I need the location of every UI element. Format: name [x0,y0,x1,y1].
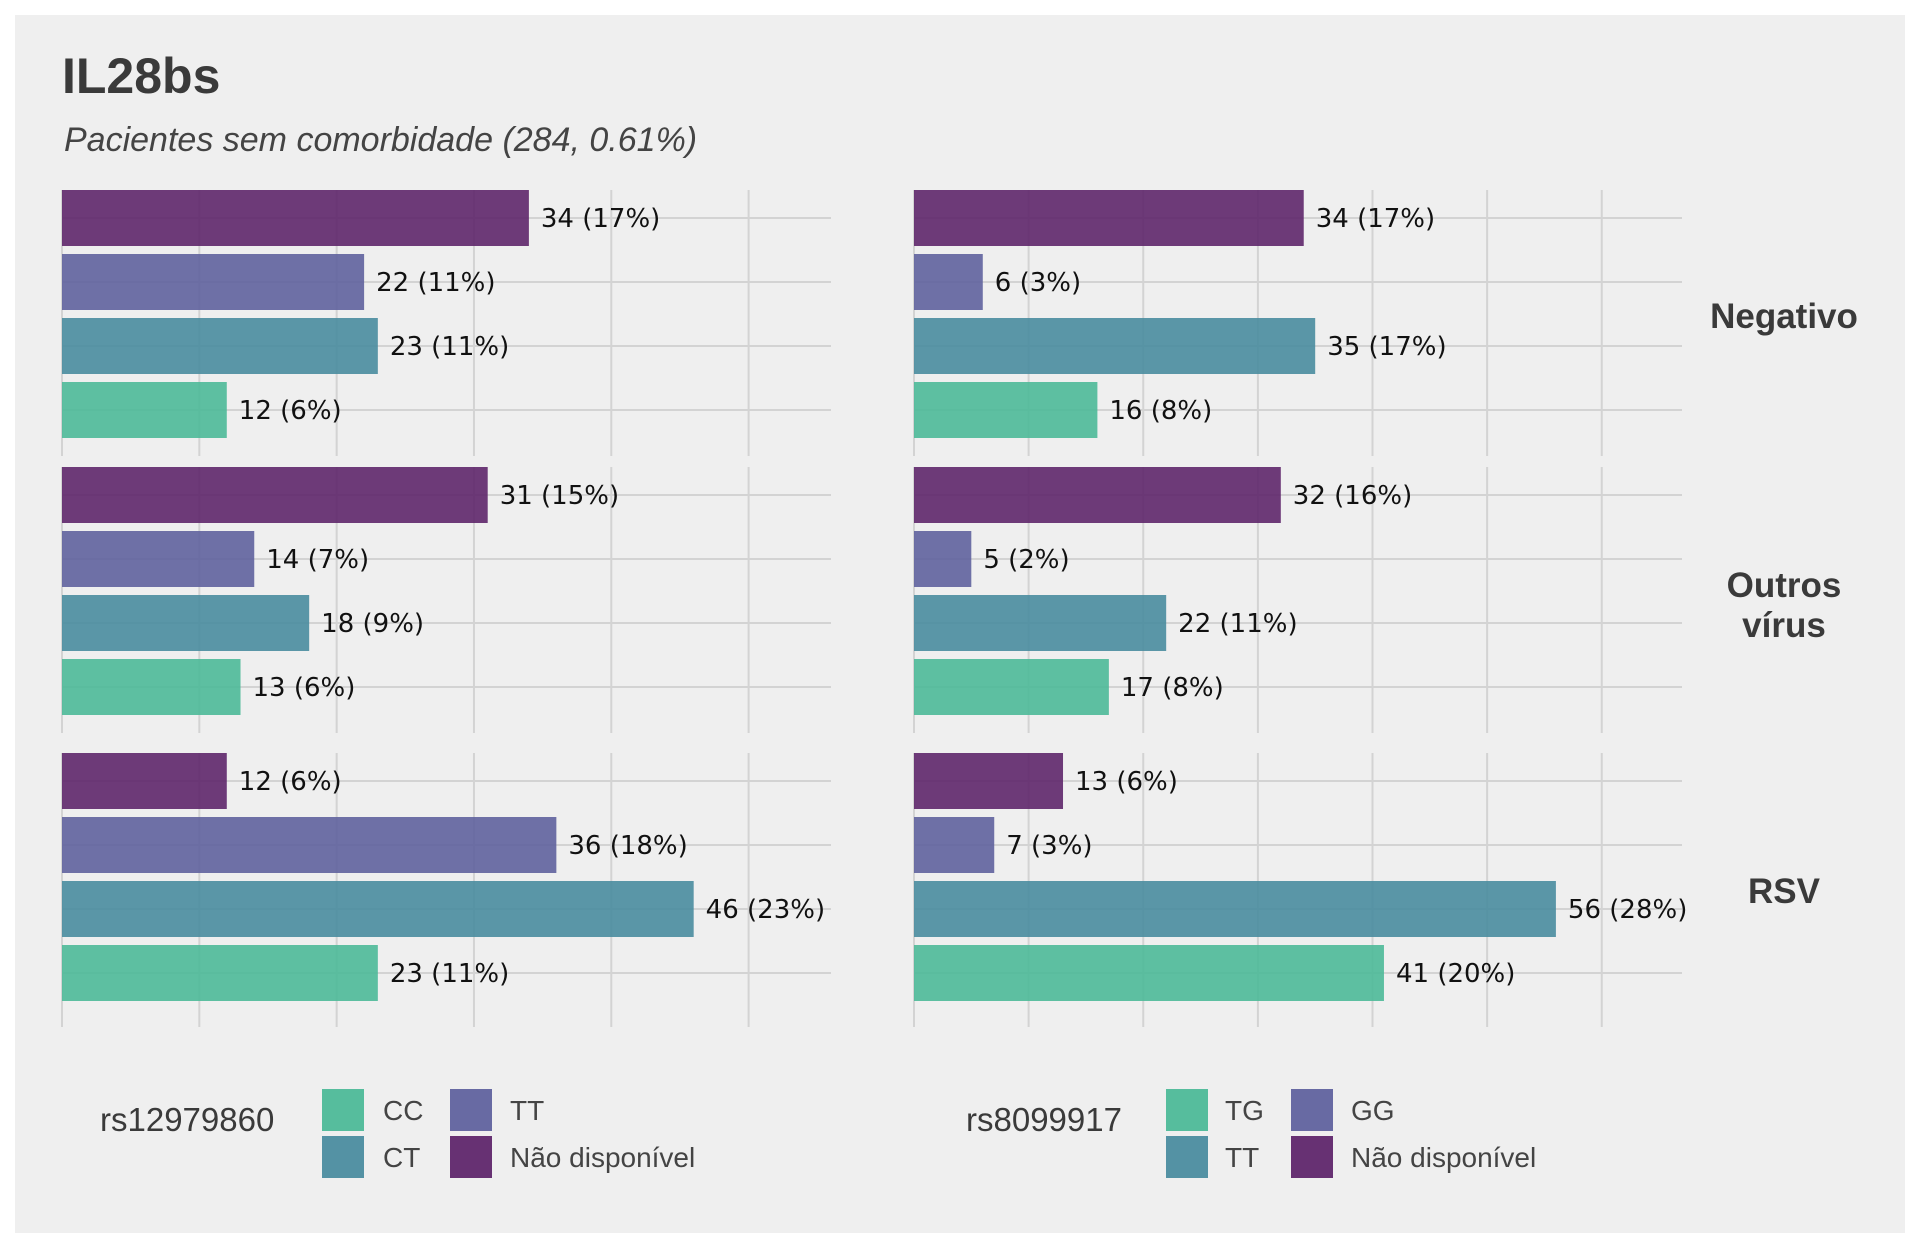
legend-swatch [450,1136,492,1178]
facet-strip-label: Outros [1727,566,1842,605]
legend-label: GG [1351,1095,1395,1126]
data-label: 13 (6%) [253,673,356,703]
bar-rs12979860-rsv-0 [62,753,227,809]
data-label: 46 (23%) [706,895,825,925]
bar-rs8099917-negativo-0 [914,190,1304,246]
data-label: 18 (9%) [321,609,424,639]
legend-label: TG [1225,1095,1264,1126]
bar-rs12979860-negativo-0 [62,190,529,246]
legend-title: rs8099917 [966,1101,1122,1138]
bar-rs12979860-rsv-3 [62,945,378,1001]
legend-title: rs12979860 [100,1101,274,1138]
legend-swatch [1291,1136,1333,1178]
bar-rs12979860-rsv-2 [62,881,694,937]
chart-title: IL28bs [62,48,220,104]
bar-rs12979860-rsv-1 [62,817,557,873]
bar-rs8099917-outros-vírus-0 [914,467,1281,523]
legend-swatch [1166,1089,1208,1131]
facet-strip-label: vírus [1742,606,1826,645]
bar-rs8099917-negativo-1 [914,254,983,310]
data-label: 23 (11%) [390,959,509,989]
bar-rs12979860-outros-vírus-0 [62,467,488,523]
data-label: 14 (7%) [266,545,369,575]
data-label: 5 (2%) [983,545,1069,575]
bar-rs8099917-rsv-0 [914,753,1064,809]
data-label: 41 (20%) [1396,959,1515,989]
chart-panel: IL28bs Pacientes sem comorbidade (284, 0… [15,15,1905,1233]
legend-swatch [322,1136,364,1178]
data-label: 35 (17%) [1327,332,1446,362]
bar-rs12979860-negativo-1 [62,254,365,310]
bar-rs8099917-outros-vírus-2 [914,595,1167,651]
bar-rs12979860-negativo-2 [62,318,378,374]
bar-layer [62,190,1556,1001]
data-label: 22 (11%) [1178,609,1297,639]
data-label: 22 (11%) [376,268,495,298]
bar-rs8099917-negativo-2 [914,318,1316,374]
legend-label: TT [1225,1142,1259,1173]
legend-label: CT [383,1142,420,1173]
data-label: 36 (18%) [568,831,687,861]
bar-rs12979860-outros-vírus-1 [62,531,255,587]
bar-rs8099917-rsv-2 [914,881,1556,937]
label-layer: 34 (17%) 22 (11%) 23 (11%) 12 (6%) 31 (15%) 1… [239,204,1688,989]
legend-label: TT [510,1095,544,1126]
data-label: 31 (15%) [500,481,619,511]
bar-rs8099917-rsv-1 [914,817,995,873]
legend-layer: rs12979860 CC TT CT Não disponível rs8099917 T… [100,1089,1536,1178]
data-label: 23 (11%) [390,332,509,362]
bar-rs12979860-outros-vírus-2 [62,595,310,651]
data-label: 6 (3%) [995,268,1081,298]
bar-rs12979860-outros-vírus-3 [62,659,241,715]
data-label: 17 (8%) [1121,673,1224,703]
bar-rs8099917-rsv-3 [914,945,1384,1001]
legend-swatch [1291,1089,1333,1131]
facet-strip-label: Negativo [1710,297,1858,336]
legend-swatch [322,1089,364,1131]
data-label: 13 (6%) [1075,767,1178,797]
data-label: 56 (28%) [1568,895,1687,925]
data-label: 16 (8%) [1109,396,1212,426]
data-label: 34 (17%) [1316,204,1435,234]
chart-svg: IL28bs Pacientes sem comorbidade (284, 0… [61,48,1858,1178]
data-label: 12 (6%) [239,396,342,426]
legend-label: CC [383,1095,423,1126]
chart-subtitle: Pacientes sem comorbidade (284, 0.61%) [64,121,697,159]
data-label: 12 (6%) [239,767,342,797]
facet-strip-label: RSV [1748,872,1821,911]
legend-label: Não disponível [510,1142,695,1173]
bar-rs8099917-outros-vírus-3 [914,659,1109,715]
legend-swatch [450,1089,492,1131]
bar-rs12979860-negativo-3 [62,382,227,438]
data-label: 34 (17%) [541,204,660,234]
bar-rs8099917-negativo-3 [914,382,1098,438]
data-label: 32 (16%) [1293,481,1412,511]
legend-swatch [1166,1136,1208,1178]
data-label: 7 (3%) [1006,831,1092,861]
bar-rs8099917-outros-vírus-1 [914,531,972,587]
legend-label: Não disponível [1351,1142,1536,1173]
